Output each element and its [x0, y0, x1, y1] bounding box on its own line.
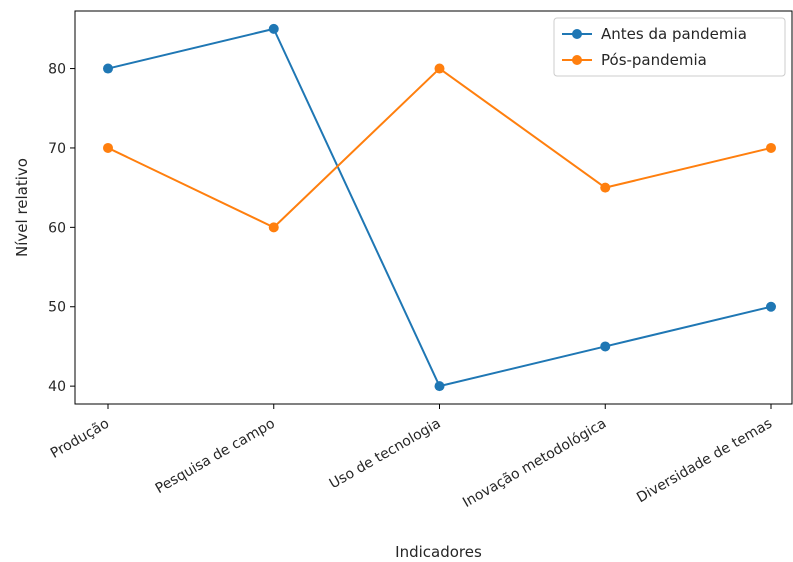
data-point	[766, 142, 776, 153]
data-point	[600, 182, 611, 193]
data-point	[103, 63, 113, 74]
y-tick-label: 80	[48, 62, 66, 78]
y-axis-label: Nível relativo	[13, 158, 31, 257]
legend-marker	[572, 55, 582, 65]
x-axis-label: Indicadores	[395, 543, 482, 561]
data-point	[434, 63, 445, 74]
y-tick-label: 50	[48, 300, 66, 316]
legend-item: Pós-pandemia	[562, 51, 707, 69]
data-point	[766, 301, 776, 312]
legend: Antes da pandemia Pós-pandemia	[553, 17, 786, 77]
legend-label: Pós-pandemia	[601, 51, 707, 69]
legend-frame	[553, 17, 786, 77]
data-point	[103, 142, 113, 153]
legend-label: Antes da pandemia	[601, 25, 747, 43]
series-layer	[103, 23, 776, 392]
series-1	[103, 23, 776, 392]
series-2	[103, 63, 776, 233]
axes-frame	[74, 10, 793, 405]
y-tick-label: 40	[48, 379, 66, 395]
data-point	[268, 222, 279, 233]
legend-item: Antes da pandemia	[562, 25, 747, 43]
data-point	[600, 341, 611, 352]
y-tick-label: 60	[48, 220, 66, 236]
data-point	[268, 23, 279, 34]
y-tick-label: 70	[48, 141, 66, 157]
legend-marker	[572, 29, 582, 39]
data-point	[434, 381, 445, 392]
